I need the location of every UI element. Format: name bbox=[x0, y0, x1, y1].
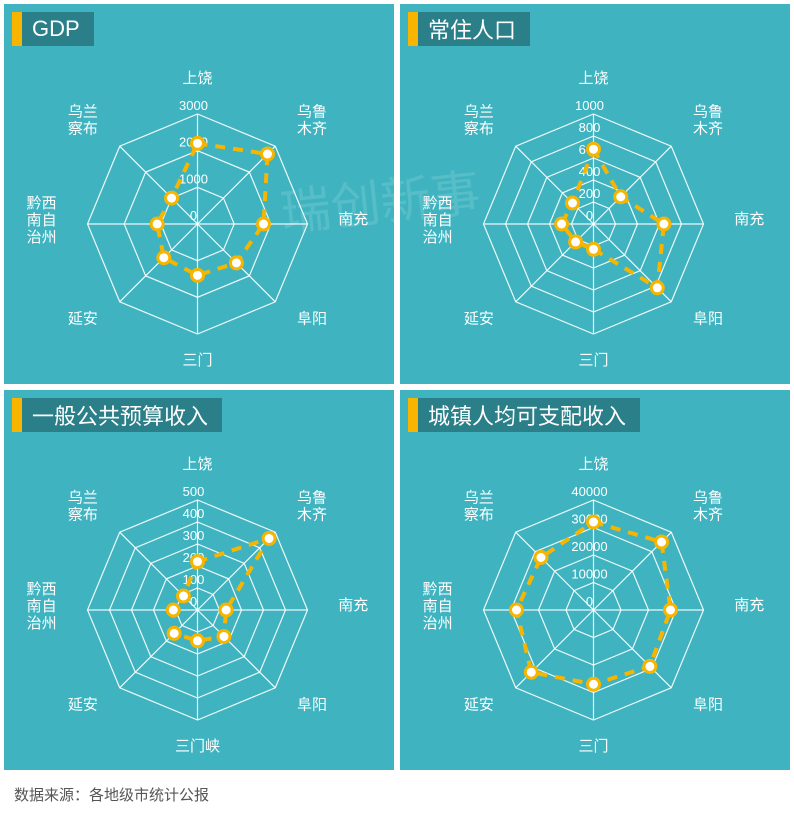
svg-text:300: 300 bbox=[183, 528, 205, 543]
title-accent bbox=[408, 398, 418, 432]
svg-text:500: 500 bbox=[183, 484, 205, 499]
chart-title: 城镇人均可支配收入 bbox=[418, 398, 640, 432]
chart-title-bar: 常住人口 bbox=[408, 12, 530, 46]
title-accent bbox=[12, 12, 22, 46]
svg-text:南充: 南充 bbox=[338, 211, 368, 228]
chart-title-bar: GDP bbox=[12, 12, 94, 46]
svg-text:0: 0 bbox=[190, 208, 197, 223]
radar-chart: 0100020003000上饶乌鲁木齐南充阜阳三门延安黔西南自治州乌兰察布 bbox=[4, 52, 391, 384]
svg-text:黔西南自治州: 黔西南自治州 bbox=[27, 195, 57, 246]
svg-text:乌兰察布: 乌兰察布 bbox=[464, 103, 494, 137]
svg-text:延安: 延安 bbox=[68, 311, 98, 328]
svg-text:南充: 南充 bbox=[734, 597, 764, 614]
svg-text:阜阳: 阜阳 bbox=[297, 311, 327, 328]
chart-title-bar: 一般公共预算收入 bbox=[12, 398, 222, 432]
svg-text:乌鲁木齐: 乌鲁木齐 bbox=[693, 103, 723, 137]
chart-panel: 城镇人均可支配收入010000200003000040000上饶乌鲁木齐南充阜阳… bbox=[400, 390, 790, 770]
svg-text:黔西南自治州: 黔西南自治州 bbox=[423, 581, 453, 632]
chart-panel: 常住人口02004006008001000上饶乌鲁木齐南充阜阳三门延安黔西南自治… bbox=[400, 4, 790, 384]
svg-text:上饶: 上饶 bbox=[578, 456, 608, 473]
svg-text:乌鲁木齐: 乌鲁木齐 bbox=[297, 103, 327, 137]
title-accent bbox=[408, 12, 418, 46]
svg-text:3000: 3000 bbox=[179, 98, 208, 113]
svg-text:阜阳: 阜阳 bbox=[693, 697, 723, 714]
svg-text:三门: 三门 bbox=[182, 352, 212, 369]
svg-text:1000: 1000 bbox=[179, 171, 208, 186]
chart-title: 一般公共预算收入 bbox=[22, 398, 222, 432]
chart-area: 02004006008001000上饶乌鲁木齐南充阜阳三门延安黔西南自治州乌兰察… bbox=[400, 52, 790, 384]
svg-text:乌兰察布: 乌兰察布 bbox=[68, 489, 98, 523]
svg-text:1000: 1000 bbox=[575, 98, 604, 113]
radar-chart: 02004006008001000上饶乌鲁木齐南充阜阳三门延安黔西南自治州乌兰察… bbox=[400, 52, 787, 384]
svg-text:延安: 延安 bbox=[464, 311, 494, 328]
svg-text:三门: 三门 bbox=[578, 352, 608, 369]
radar-chart: 010000200003000040000上饶乌鲁木齐南充阜阳三门延安黔西南自治… bbox=[400, 438, 787, 770]
chart-panel: 一般公共预算收入0100200300400500上饶乌鲁木齐南充阜阳三门峡延安黔… bbox=[4, 390, 394, 770]
svg-text:800: 800 bbox=[579, 120, 601, 135]
chart-panel: GDP0100020003000上饶乌鲁木齐南充阜阳三门延安黔西南自治州乌兰察布 bbox=[4, 4, 394, 384]
svg-text:乌鲁木齐: 乌鲁木齐 bbox=[297, 489, 327, 523]
svg-text:南充: 南充 bbox=[338, 597, 368, 614]
svg-text:10000: 10000 bbox=[571, 567, 607, 582]
svg-text:400: 400 bbox=[183, 506, 205, 521]
svg-text:0: 0 bbox=[586, 594, 593, 609]
svg-text:三门: 三门 bbox=[578, 738, 608, 755]
chart-area: 0100200300400500上饶乌鲁木齐南充阜阳三门峡延安黔西南自治州乌兰察… bbox=[4, 438, 394, 770]
svg-text:0: 0 bbox=[586, 208, 593, 223]
title-accent bbox=[12, 398, 22, 432]
svg-text:上饶: 上饶 bbox=[578, 70, 608, 87]
svg-text:乌鲁木齐: 乌鲁木齐 bbox=[693, 489, 723, 523]
chart-title: 常住人口 bbox=[418, 12, 530, 46]
chart-title-bar: 城镇人均可支配收入 bbox=[408, 398, 640, 432]
svg-text:40000: 40000 bbox=[571, 484, 607, 499]
svg-text:200: 200 bbox=[579, 186, 601, 201]
svg-text:延安: 延安 bbox=[68, 697, 98, 714]
svg-text:乌兰察布: 乌兰察布 bbox=[68, 103, 98, 137]
svg-text:南充: 南充 bbox=[734, 211, 764, 228]
svg-text:黔西南自治州: 黔西南自治州 bbox=[27, 581, 57, 632]
svg-text:乌兰察布: 乌兰察布 bbox=[464, 489, 494, 523]
chart-area: 0100020003000上饶乌鲁木齐南充阜阳三门延安黔西南自治州乌兰察布 bbox=[4, 52, 394, 384]
radar-chart: 0100200300400500上饶乌鲁木齐南充阜阳三门峡延安黔西南自治州乌兰察… bbox=[4, 438, 391, 770]
svg-text:黔西南自治州: 黔西南自治州 bbox=[423, 195, 453, 246]
svg-text:阜阳: 阜阳 bbox=[297, 697, 327, 714]
data-source-footer: 数据来源：各地级市统计公报 bbox=[0, 774, 794, 823]
svg-text:100: 100 bbox=[183, 572, 205, 587]
svg-text:400: 400 bbox=[579, 164, 601, 179]
svg-text:20000: 20000 bbox=[571, 539, 607, 554]
chart-title: GDP bbox=[22, 12, 94, 46]
svg-text:三门峡: 三门峡 bbox=[175, 738, 220, 755]
svg-text:阜阳: 阜阳 bbox=[693, 311, 723, 328]
svg-text:延安: 延安 bbox=[464, 697, 494, 714]
chart-area: 010000200003000040000上饶乌鲁木齐南充阜阳三门延安黔西南自治… bbox=[400, 438, 790, 770]
svg-text:上饶: 上饶 bbox=[182, 456, 212, 473]
chart-grid: GDP0100020003000上饶乌鲁木齐南充阜阳三门延安黔西南自治州乌兰察布… bbox=[0, 0, 794, 774]
svg-text:上饶: 上饶 bbox=[182, 70, 212, 87]
